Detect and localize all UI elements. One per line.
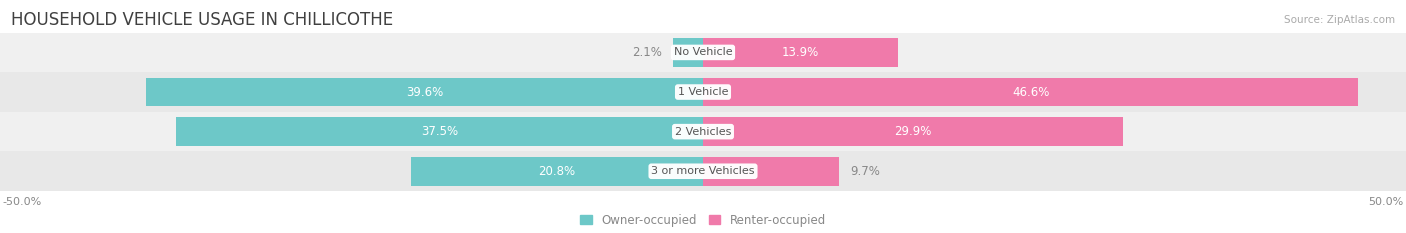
Text: 9.7%: 9.7% [851,165,880,178]
Text: No Vehicle: No Vehicle [673,48,733,57]
Text: 39.6%: 39.6% [406,86,443,99]
Bar [703,78,1358,106]
Text: 1 Vehicle: 1 Vehicle [678,87,728,97]
Text: 3 or more Vehicles: 3 or more Vehicles [651,166,755,176]
Text: 37.5%: 37.5% [420,125,458,138]
Text: 29.9%: 29.9% [894,125,932,138]
Bar [703,117,1123,146]
Text: Source: ZipAtlas.com: Source: ZipAtlas.com [1284,15,1395,24]
Bar [0,72,1406,112]
Legend: Owner-occupied, Renter-occupied: Owner-occupied, Renter-occupied [575,209,831,232]
Bar [146,78,703,106]
Bar [673,38,703,67]
Text: -50.0%: -50.0% [3,197,42,206]
Bar [0,33,1406,72]
Bar [703,157,839,185]
Bar [703,38,898,67]
Text: 2.1%: 2.1% [633,46,662,59]
Bar [176,117,703,146]
Text: 46.6%: 46.6% [1012,86,1049,99]
Text: 2 Vehicles: 2 Vehicles [675,127,731,137]
Bar [0,151,1406,191]
Text: 20.8%: 20.8% [538,165,575,178]
Text: 13.9%: 13.9% [782,46,820,59]
Bar [411,157,703,185]
Text: HOUSEHOLD VEHICLE USAGE IN CHILLICOTHE: HOUSEHOLD VEHICLE USAGE IN CHILLICOTHE [11,10,394,29]
Text: 50.0%: 50.0% [1368,197,1403,206]
Bar [0,112,1406,151]
